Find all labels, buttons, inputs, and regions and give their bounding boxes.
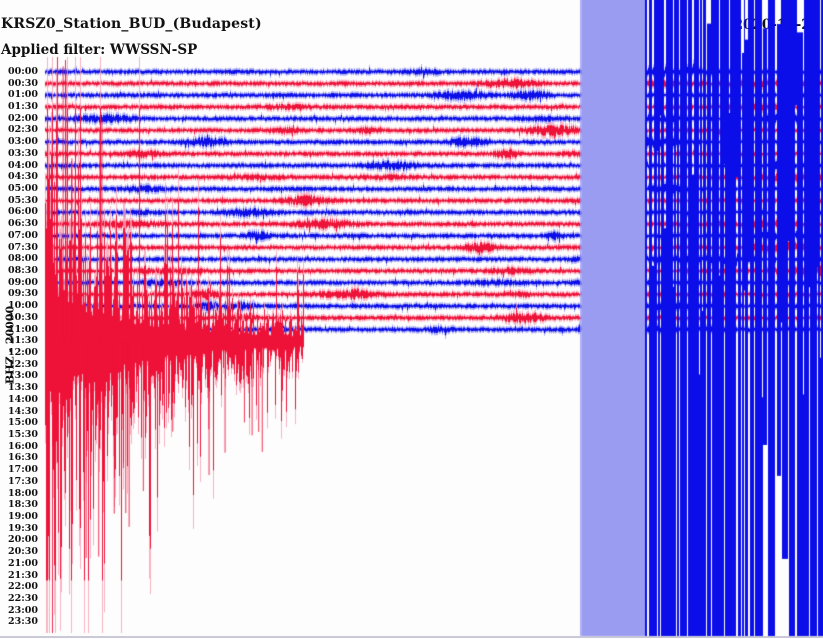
time-label-18:30: 18:30 [8, 499, 38, 511]
time-label-02:00: 02:00 [8, 112, 38, 124]
time-label-09:30: 09:30 [8, 288, 38, 300]
time-label-07:30: 07:30 [8, 241, 38, 253]
station-title: KRSZ0_Station_BUD_(Budapest) [1, 16, 262, 32]
time-label-06:00: 06:00 [8, 206, 38, 218]
time-label-16:00: 16:00 [8, 440, 38, 452]
time-label-16:30: 16:30 [8, 452, 38, 464]
time-label-11:30: 11:30 [8, 335, 38, 347]
time-label-15:30: 15:30 [8, 428, 38, 440]
time-label-07:00: 07:00 [8, 229, 38, 241]
time-label-02:30: 02:30 [8, 124, 38, 136]
time-label-00:30: 00:30 [8, 77, 38, 89]
time-label-23:30: 23:30 [8, 616, 38, 628]
time-label-21:00: 21:00 [8, 557, 38, 569]
time-label-03:00: 03:00 [8, 136, 38, 148]
time-label-08:30: 08:30 [8, 264, 38, 276]
time-label-14:00: 14:00 [8, 393, 38, 405]
time-label-03:30: 03:30 [8, 147, 38, 159]
time-label-15:00: 15:00 [8, 417, 38, 429]
time-label-11:00: 11:00 [8, 323, 38, 335]
time-label-01:00: 01:00 [8, 89, 38, 101]
time-label-20:30: 20:30 [8, 546, 38, 558]
bottom-axis-line [0, 636, 823, 638]
time-label-00:00: 00:00 [8, 65, 38, 77]
time-label-17:00: 17:00 [8, 464, 38, 476]
time-label-22:00: 22:00 [8, 581, 38, 593]
time-label-12:00: 12:00 [8, 346, 38, 358]
time-label-13:30: 13:30 [8, 382, 38, 394]
time-label-08:00: 08:00 [8, 253, 38, 265]
time-label-12:30: 12:30 [8, 358, 38, 370]
time-label-14:30: 14:30 [8, 405, 38, 417]
time-label-21:30: 21:30 [8, 569, 38, 581]
time-label-20:00: 20:00 [8, 534, 38, 546]
time-label-17:30: 17:30 [8, 475, 38, 487]
time-label-22:30: 22:30 [8, 592, 38, 604]
time-label-18:00: 18:00 [8, 487, 38, 499]
time-label-10:30: 10:30 [8, 311, 38, 323]
time-label-01:30: 01:30 [8, 100, 38, 112]
time-label-19:00: 19:00 [8, 510, 38, 522]
time-label-05:00: 05:00 [8, 182, 38, 194]
applied-filter-label: Applied filter: WWSSN-SP [1, 42, 198, 58]
time-label-23:00: 23:00 [8, 604, 38, 616]
time-label-04:00: 04:00 [8, 159, 38, 171]
time-label-13:00: 13:00 [8, 370, 38, 382]
time-label-06:30: 06:30 [8, 218, 38, 230]
time-label-10:00: 10:00 [8, 300, 38, 312]
date-label: 2020-12-29 [733, 17, 820, 33]
time-label-05:30: 05:30 [8, 194, 38, 206]
time-label-04:30: 04:30 [8, 171, 38, 183]
time-label-09:00: 09:00 [8, 276, 38, 288]
time-label-19:30: 19:30 [8, 522, 38, 534]
